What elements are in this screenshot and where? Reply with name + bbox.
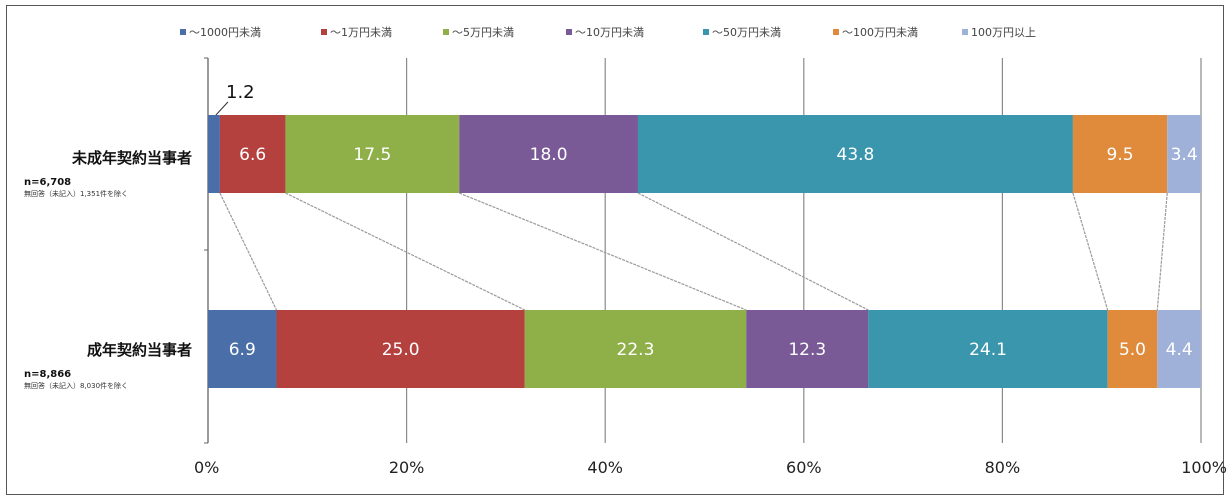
data-label: 9.5 [1107,145,1134,165]
legend-swatch [703,29,709,35]
x-tick-label: 0% [194,458,219,477]
data-label: 3.4 [1171,145,1198,165]
category-n: n=8,866 [24,369,71,380]
connector-line [285,192,526,311]
data-label: 17.5 [353,145,391,165]
bar-segment [208,310,277,388]
legend-swatch [962,29,968,35]
legend-label: 100万円以上 [971,26,1036,39]
legend-swatch [833,29,839,35]
connector-line [637,192,869,311]
data-label: 12.3 [788,340,826,360]
bar-segment [1072,115,1168,193]
category-note: 無回答（未記入）1,351件を除く [24,189,128,198]
connector-line [1156,192,1168,311]
data-label: 6.6 [239,145,266,165]
legend-label: ～5万円未満 [452,26,514,39]
callout-label: 1.2 [226,82,255,103]
legend-swatch [566,29,572,35]
category-title: 未成年契約当事者 [71,149,192,167]
legend-label: ～50万円未満 [712,26,781,39]
category-title: 成年契約当事者 [87,341,192,359]
data-label: 25.0 [382,340,420,360]
legend-swatch [321,29,327,35]
x-tick-label: 40% [587,458,623,477]
data-label: 5.0 [1119,340,1146,360]
data-label: 18.0 [530,145,568,165]
data-label: 43.8 [837,145,875,165]
x-tick-label: 20% [389,458,425,477]
legend-label: ～1万円未満 [330,26,392,39]
bar-segment [276,310,525,388]
bar-segment [459,115,638,193]
category-n: n=6,708 [24,177,71,188]
connector-line [459,192,747,311]
legend-label: ～1000円未満 [189,26,261,39]
bar-segment [1107,310,1158,388]
category-note: 無回答（未記入）8,030件を除く [24,381,128,390]
connector-line [219,192,278,311]
bar-segment [285,115,460,193]
bar-segment [1157,310,1201,388]
chart-frame [6,5,1224,495]
bar-segment [637,115,1073,193]
legend-swatch [180,29,186,35]
bar-segment [746,310,869,388]
x-tick-label: 100% [1181,458,1227,477]
bar-segment [1167,115,1201,193]
data-label: 24.1 [969,340,1007,360]
data-label: 22.3 [617,340,655,360]
bar-segment [219,115,286,193]
x-tick-label: 80% [985,458,1021,477]
data-label: 4.4 [1166,340,1193,360]
bar-segment [208,115,220,193]
data-label: 6.9 [229,340,256,360]
connector-line [1072,192,1109,311]
legend-label: ～100万円未満 [842,26,918,39]
bar-segment [868,310,1108,388]
callout-leader [215,101,229,116]
legend-label: ～10万円未満 [575,26,644,39]
legend-swatch [443,29,449,35]
x-tick-label: 60% [786,458,822,477]
bar-segment [524,310,747,388]
